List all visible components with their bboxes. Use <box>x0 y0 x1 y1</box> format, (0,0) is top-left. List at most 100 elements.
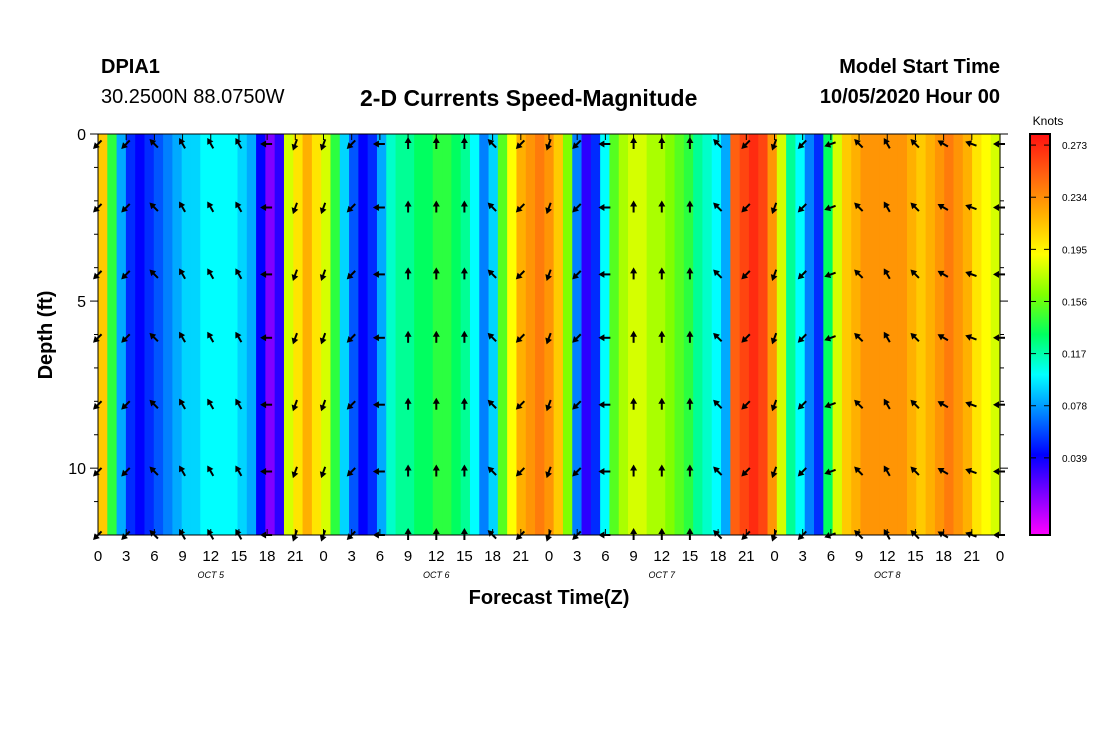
heatmap-column <box>814 134 824 535</box>
x-tick-label: 15 <box>456 548 473 565</box>
current-arrow <box>432 330 440 343</box>
heatmap-column <box>953 134 964 535</box>
current-arrow <box>598 270 611 278</box>
current-arrow <box>404 397 412 410</box>
current-arrow <box>515 203 526 213</box>
heatmap-column <box>395 134 406 535</box>
current-arrow <box>630 397 638 410</box>
current-arrow <box>207 201 215 213</box>
station-coordinates: 30.2500N 88.0750W <box>101 86 285 108</box>
heatmap-column <box>646 134 657 535</box>
current-arrow <box>713 399 723 409</box>
heatmap-column <box>841 134 852 535</box>
heatmap-column <box>283 134 294 535</box>
x-tick-label: 21 <box>963 548 980 565</box>
heatmap-column <box>153 134 164 535</box>
x-tick-label: 0 <box>319 548 327 565</box>
current-arrow <box>993 334 1005 342</box>
heatmap-column <box>562 134 573 535</box>
current-arrow <box>883 398 891 410</box>
y-axis-label: Depth (ft) <box>35 291 57 380</box>
current-arrow <box>770 399 778 412</box>
current-arrow <box>319 138 327 151</box>
current-arrow <box>372 204 385 211</box>
current-arrow <box>460 200 468 213</box>
current-arrow <box>432 267 440 280</box>
current-arrow <box>883 201 891 213</box>
current-arrow <box>824 468 836 476</box>
heatmap-column <box>916 134 927 535</box>
current-arrow <box>824 204 836 212</box>
heatmap-column <box>832 134 843 535</box>
current-arrow <box>630 200 638 213</box>
current-arrow <box>797 400 807 410</box>
current-arrow <box>993 204 1005 211</box>
heatmap-column <box>665 134 676 535</box>
heatmap-column <box>358 134 369 535</box>
current-arrow <box>741 203 751 213</box>
current-arrow <box>854 399 864 409</box>
colorbar-tick-label: 0.078 <box>1062 402 1087 413</box>
current-arrow <box>713 269 723 279</box>
x-tick-label: 0 <box>770 548 778 565</box>
current-arrow <box>854 202 864 212</box>
current-arrow <box>993 140 1005 148</box>
heatmap-column <box>209 134 220 535</box>
x-tick-label: 18 <box>710 548 727 565</box>
current-arrow <box>854 466 864 476</box>
current-arrow <box>741 333 751 343</box>
current-arrow <box>207 331 215 343</box>
current-arrow <box>993 270 1005 278</box>
heatmap-column <box>590 134 601 535</box>
current-arrow <box>770 202 778 215</box>
current-arrow <box>179 137 186 149</box>
current-arrow <box>432 464 440 477</box>
current-arrow <box>797 203 807 213</box>
current-arrow <box>686 397 694 410</box>
current-arrow <box>149 466 159 476</box>
current-arrow <box>372 468 385 475</box>
current-arrow <box>572 333 582 343</box>
heatmap-column <box>776 134 787 535</box>
station-id: DPIA1 <box>101 56 160 78</box>
heatmap-column <box>107 134 118 535</box>
current-arrow <box>460 267 468 280</box>
heatmap-column <box>897 134 908 535</box>
current-arrow <box>598 468 611 475</box>
x-tick-label: 15 <box>907 548 924 565</box>
current-arrow <box>910 139 920 149</box>
heatmap-column <box>730 134 741 535</box>
current-arrow <box>260 204 273 211</box>
current-arrow <box>883 268 891 280</box>
heatmap-column <box>423 134 434 535</box>
x-tick-label: 6 <box>827 548 835 565</box>
heatmap-column <box>972 134 982 535</box>
current-arrow <box>235 465 243 477</box>
current-arrow <box>179 331 186 343</box>
current-arrow <box>713 139 723 149</box>
current-arrow <box>545 202 552 215</box>
x-axis: 0 3 6 9 12 15 18 21 0 3 6 9 12 15 18 21 0 3 6 9 12 15 18 21 0 3 6 9… <box>94 134 1004 580</box>
current-arrow <box>937 467 949 475</box>
current-arrow <box>404 464 412 477</box>
current-arrow <box>487 139 497 149</box>
heatmap-column <box>795 134 806 535</box>
current-arrow <box>260 468 273 475</box>
heatmap-column <box>125 134 136 535</box>
current-arrow <box>965 401 977 408</box>
current-arrow <box>854 332 864 343</box>
current-arrow <box>713 202 723 212</box>
current-arrow <box>346 333 356 343</box>
y-axis: 0 5 10 <box>68 127 1008 536</box>
heatmap-column <box>246 134 257 535</box>
x-axis-label: Forecast Time(Z) <box>469 587 630 609</box>
heatmap-column <box>274 134 285 535</box>
current-arrow <box>965 270 977 278</box>
model-start-value: 10/05/2020 Hour 00 <box>819 86 1000 108</box>
x-tick-label: 18 <box>259 548 276 565</box>
current-arrow <box>824 141 836 148</box>
current-arrow <box>404 330 412 343</box>
current-arrow <box>545 399 552 412</box>
current-arrow <box>149 139 159 149</box>
heatmap-column <box>888 134 899 535</box>
